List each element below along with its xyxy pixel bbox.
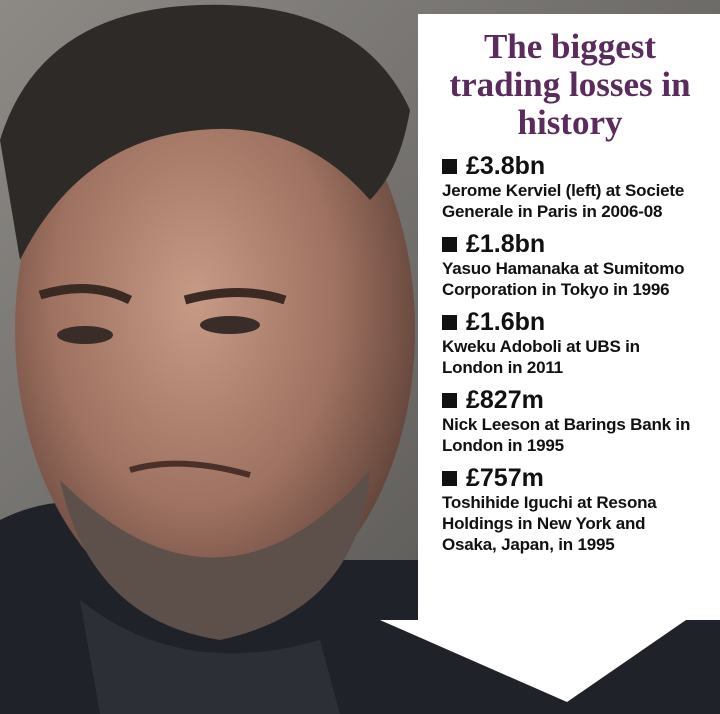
loss-description: Jerome Kerviel (left) at Societe General… — [442, 181, 685, 221]
loss-description: Nick Leeson at Barings Bank in London in… — [442, 415, 691, 455]
loss-amount: £757m — [442, 464, 704, 492]
loss-list: £3.8bn Jerome Kerviel (left) at Societe G… — [442, 152, 704, 563]
loss-item: £1.6bn Kweku Adoboli at UBS in London in … — [442, 308, 704, 378]
loss-item: £3.8bn Jerome Kerviel (left) at Societe G… — [442, 152, 704, 222]
loss-amount: £3.8bn — [442, 152, 704, 180]
loss-amount: £1.6bn — [442, 308, 704, 336]
loss-amount: £1.8bn — [442, 230, 704, 258]
loss-item: £827m Nick Leeson at Barings Bank in Lond… — [442, 386, 704, 456]
loss-description: Kweku Adoboli at UBS in London in 2011 — [442, 337, 640, 377]
loss-amount: £827m — [442, 386, 704, 414]
loss-item: £1.8bn Yasuo Hamanaka at Sumitomo Corpora… — [442, 230, 704, 300]
loss-description: Yasuo Hamanaka at Sumitomo Corporation i… — [442, 259, 685, 299]
title: The biggest trading losses in history — [449, 27, 691, 142]
loss-description: Toshihide Iguchi at Resona Holdings in N… — [442, 493, 657, 554]
loss-item: £757m Toshihide Iguchi at Resona Holdings… — [442, 464, 704, 555]
